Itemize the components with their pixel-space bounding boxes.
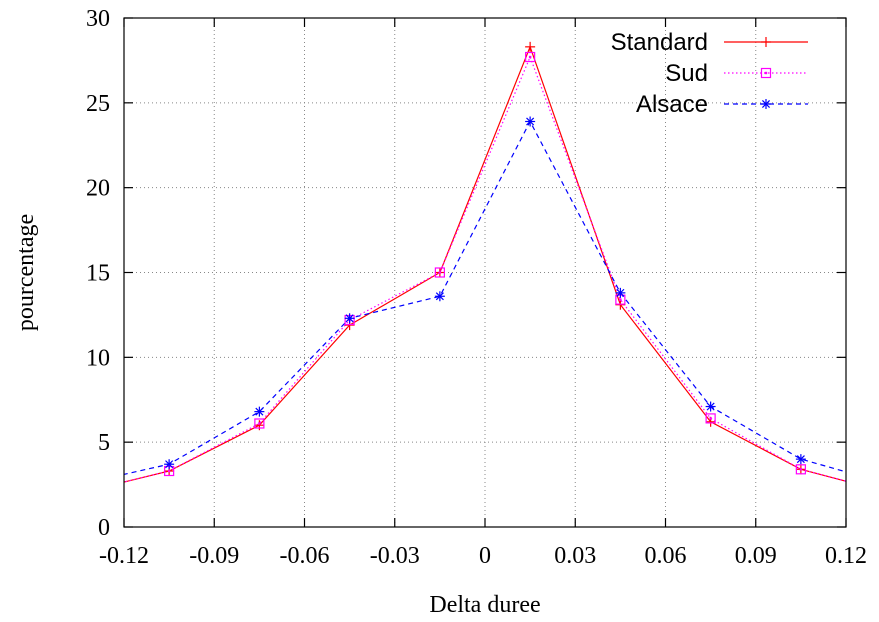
data-point-alsace	[254, 406, 265, 417]
grid	[124, 18, 846, 527]
axis-ticks: -0.12 -0.09 -0.06 -0.03 0 0.03 0.06 0.09 0.12 0 5 1…	[86, 6, 867, 569]
y-axis-title: pourcentage	[13, 214, 39, 331]
data-point-sud	[254, 418, 265, 429]
legend-marker-standard	[761, 37, 771, 47]
legend-marker-alsace	[761, 99, 771, 109]
marker-group	[164, 41, 806, 477]
y-tick-label: 30	[86, 6, 110, 32]
x-tick-label: 0.06	[645, 543, 687, 569]
data-point-alsace	[164, 459, 175, 470]
data-point-sud	[525, 51, 536, 63]
data-point-sud	[434, 267, 445, 278]
data-point-sud	[705, 413, 716, 424]
data-point-alsace	[525, 116, 536, 127]
x-tick-label: 0.12	[825, 543, 867, 569]
data-point-alsace	[615, 287, 626, 298]
x-tick-label: -0.09	[189, 543, 239, 569]
x-tick-label: 0.03	[554, 543, 596, 569]
legend: Standard Sud Alsace	[611, 29, 808, 118]
y-tick-label: 0	[98, 515, 110, 541]
x-tick-label: 0.09	[735, 543, 777, 569]
x-tick-label: -0.03	[370, 543, 420, 569]
series-line-standard	[124, 45, 846, 483]
y-tick-label: 10	[86, 345, 110, 371]
data-point-alsace	[795, 454, 806, 465]
data-point-alsace	[344, 313, 355, 324]
x-tick-label: -0.06	[280, 543, 330, 569]
data-point-sud	[795, 464, 806, 475]
y-tick-label: 25	[86, 91, 110, 117]
legend-label-standard: Standard	[611, 29, 708, 56]
x-axis-title: Delta duree	[429, 592, 540, 618]
data-point-alsace	[434, 291, 445, 302]
legend-label-sud: Sud	[665, 60, 708, 87]
y-tick-label: 20	[86, 176, 110, 202]
y-tick-label: 15	[86, 261, 110, 287]
data-point-standard	[525, 41, 536, 52]
y-tick-label: 5	[98, 430, 110, 456]
series-line-alsace	[124, 120, 846, 476]
series-group	[124, 45, 846, 483]
data-point-alsace	[705, 401, 716, 412]
legend-marker-sud	[760, 67, 772, 79]
x-tick-label: 0	[479, 543, 491, 569]
legend-label-alsace: Alsace	[636, 91, 708, 118]
series-line-sud	[124, 55, 846, 483]
x-tick-label: -0.12	[99, 543, 149, 569]
